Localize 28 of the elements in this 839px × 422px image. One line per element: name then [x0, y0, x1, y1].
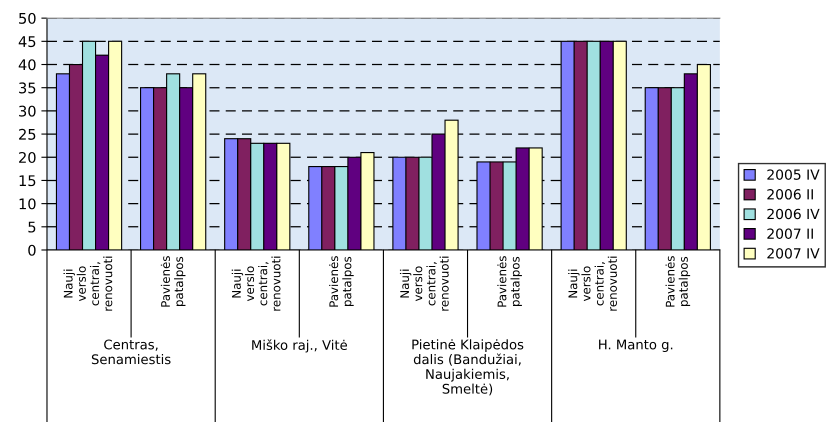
y-tick-label: 15 [20, 175, 36, 186]
legend-label: 2005 IV [767, 169, 820, 180]
y-tick-label: 45 [18, 36, 36, 48]
y-tick-label: 10 [20, 198, 36, 210]
x-tick-label: Nauji verslo centrai, renovuoti [568, 256, 617, 311]
x-tick-label: Pavienės patalpos [160, 256, 186, 307]
x-tick-label: Pavienės patalpos [497, 256, 522, 307]
y-tick-label: 0 [28, 244, 36, 256]
text: Pietinė Klaipėdos dalis (Bandužiai, Naujakiemis, Smeltė) [412, 339, 524, 396]
y-tick-label: 5 [28, 222, 36, 233]
x-tick-label: Nauji verslo centrai, renovuoti [232, 256, 281, 311]
x-tick-label: Pavienės patalpos [665, 256, 690, 307]
x-tick-label: Pavienės patalpos [329, 256, 354, 307]
text: Miško raj., Vitė [252, 339, 348, 353]
legend-label: 2006 II [767, 189, 813, 200]
y-tick-label: 20 [19, 152, 36, 163]
legend-label: 2006 IV [767, 208, 820, 220]
legend-label: 2007 II [767, 228, 813, 239]
legend-label: 2007 IV [767, 248, 820, 259]
y-tick-label: 35 [19, 82, 36, 94]
text: H. Manto g. [599, 340, 672, 352]
y-tick-label: 30 [19, 106, 36, 117]
text: Centras, Senamiestis [92, 339, 171, 364]
y-tick-label: 25 [19, 128, 36, 140]
y-tick-label: 40 [18, 59, 36, 70]
x-tick-label: Nauji verslo centrai, renovuoti [400, 256, 449, 311]
y-tick-label: 50 [19, 12, 36, 24]
x-tick-label: Nauji verslo centrai, renovuoti [63, 256, 112, 311]
